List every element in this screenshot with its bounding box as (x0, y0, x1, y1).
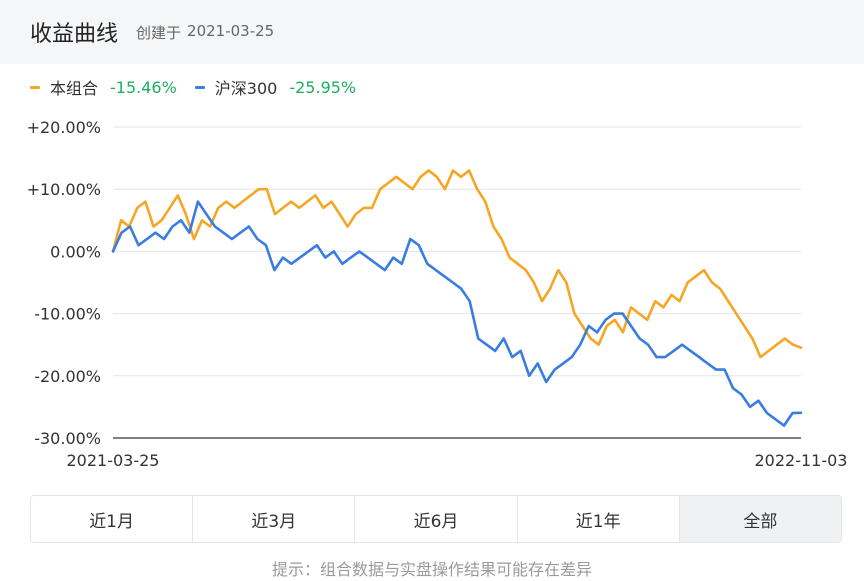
x-tick-label-end: 2022-11-03 (755, 451, 848, 470)
chart-title: 收益曲线 (30, 22, 119, 47)
legend-line-icon (30, 85, 40, 89)
disclaimer-note: 提示：组合数据与实盘操作结果可能存在差异 (271, 560, 592, 579)
chart-header: 收益曲线 创建于 2021-03-25 (0, 0, 864, 64)
y-tick-label: 0.00% (50, 242, 101, 261)
y-tick-label: +20.00% (27, 118, 101, 137)
tab-1-year[interactable]: 近1年 (518, 496, 680, 542)
chart-series (111, 169, 803, 427)
y-tick-label: -20.00% (34, 367, 101, 386)
created-date-value: 2021-03-25 (187, 21, 275, 40)
line-chart: +20.00% +10.00% 0.00% -10.00% -20.00% -30.00%… (27, 118, 848, 470)
x-tick-label-start: 2021-03-25 (67, 451, 160, 470)
time-range-tabs: 近1月 近3月 近6月 近1年 全部 (30, 495, 842, 543)
y-tick-label: -10.00% (34, 305, 101, 324)
tab-1-month[interactable]: 近1月 (31, 496, 194, 542)
y-tick-label: +10.00% (27, 180, 101, 199)
y-tick-label: -30.00% (34, 429, 101, 448)
legend-item-csi300[interactable]: 沪深300 -25.95% (194, 75, 357, 99)
created-date: 创建于 2021-03-25 (136, 22, 274, 43)
legend-item-portfolio[interactable]: 本组合 -15.46% (30, 75, 177, 99)
legend-return: -25.95% (289, 77, 357, 97)
chart-legend: 本组合 -15.46% 沪深300 -25.95% (30, 74, 374, 100)
series-line-csi300 (111, 200, 803, 427)
legend-return: -15.46% (110, 77, 177, 97)
tab-6-months[interactable]: 近6月 (355, 496, 518, 542)
tab-all[interactable]: 全部 (679, 496, 841, 542)
series-line-portfolio (111, 169, 803, 359)
x-axis-labels: 2021-03-25 2022-11-03 (67, 451, 848, 470)
created-prefix: 创建于 (136, 23, 182, 42)
tab-3-months[interactable]: 近3月 (193, 496, 356, 542)
chart-grid (113, 126, 801, 439)
legend-label: 沪深300 (214, 79, 278, 98)
legend-line-icon (194, 85, 205, 89)
legend-label: 本组合 (50, 79, 99, 98)
y-axis-labels: +20.00% +10.00% 0.00% -10.00% -20.00% -30.00% (27, 118, 101, 448)
